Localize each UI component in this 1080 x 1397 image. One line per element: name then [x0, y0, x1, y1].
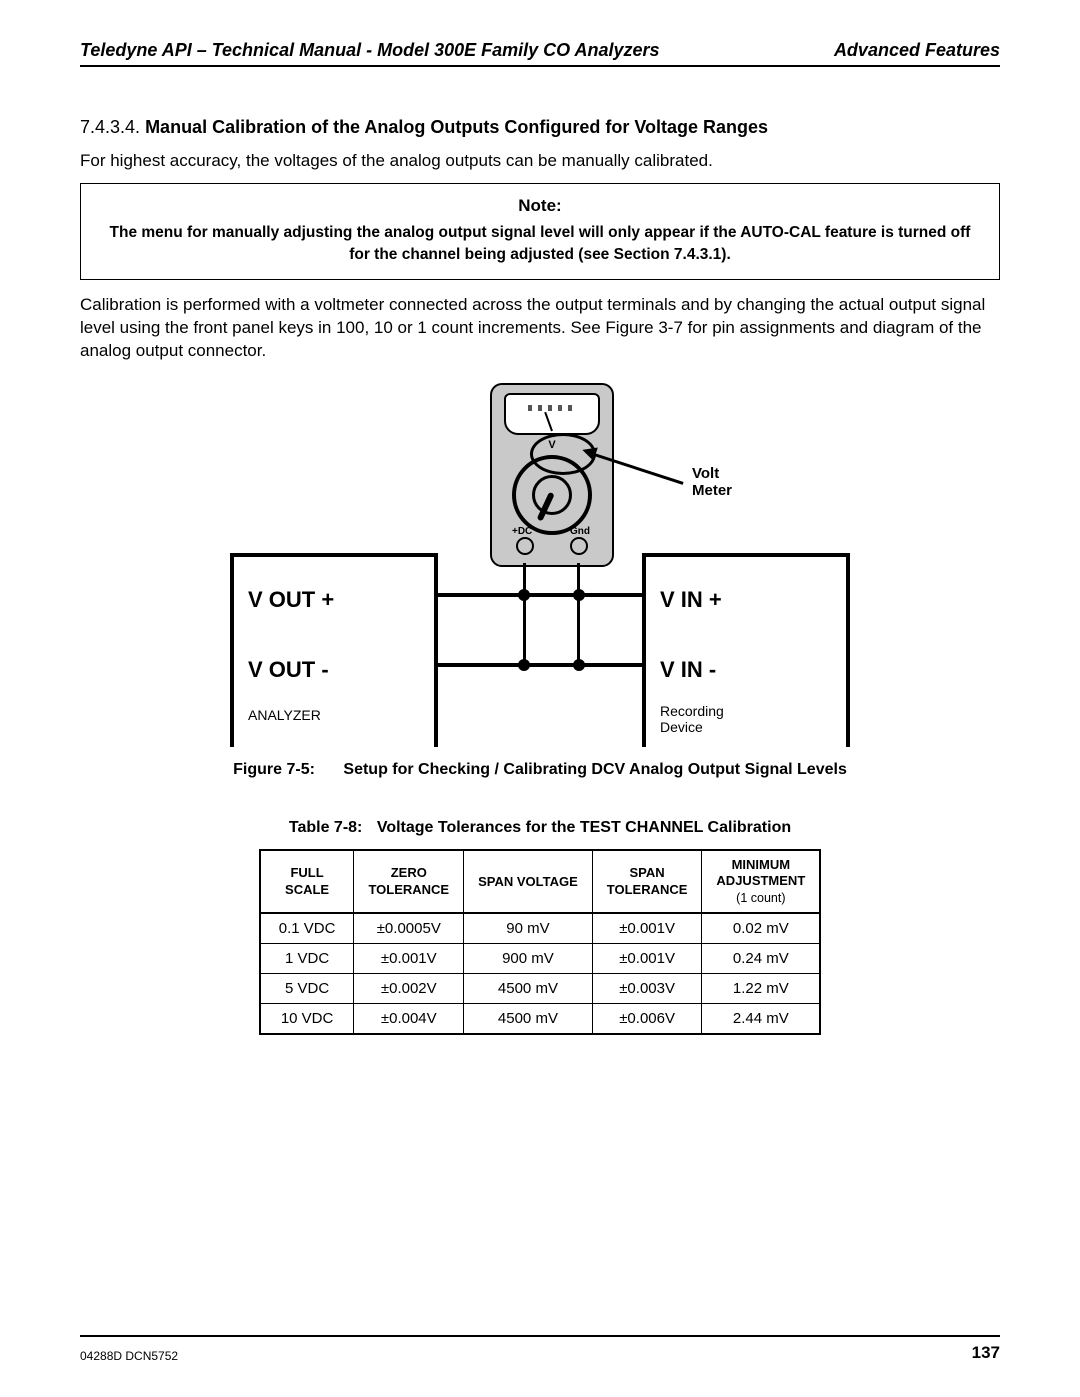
analyzer-box: V OUT + V OUT - ANALYZER: [230, 553, 438, 747]
table-row: 5 VDC±0.002V4500 mV±0.003V1.22 mV: [260, 974, 821, 1004]
analyzer-label: ANALYZER: [248, 707, 321, 723]
voltmeter-port-dc: [516, 537, 534, 555]
junction-dot: [573, 589, 585, 601]
table-row: 0.1 VDC±0.0005V90 mV±0.001V0.02 mV: [260, 913, 821, 944]
note-text: The menu for manually adjusting the anal…: [99, 222, 981, 265]
table-cell: ±0.002V: [354, 974, 464, 1004]
table-cell: 90 mV: [464, 913, 593, 944]
note-title: Note:: [99, 196, 981, 216]
table-header-row: FULLSCALEZEROTOLERANCESPAN VOLTAGESPANTO…: [260, 850, 821, 913]
voltmeter-port-gnd: [570, 537, 588, 555]
table-number: Table 7-8:: [289, 819, 363, 837]
table-cell: 4500 mV: [464, 974, 593, 1004]
junction-dot: [518, 589, 530, 601]
wire-top: [434, 593, 646, 597]
voltmeter: V +DC Gnd: [490, 383, 614, 567]
vout-minus-label: V OUT -: [248, 657, 329, 683]
footer-page-number: 137: [972, 1343, 1000, 1363]
table-row: 1 VDC±0.001V900 mV±0.001V0.24 mV: [260, 944, 821, 974]
body-paragraph-2: Calibration is performed with a voltmete…: [80, 294, 1000, 363]
footer-docid: 04288D DCN5752: [80, 1349, 178, 1363]
table-caption: Table 7-8: Voltage Tolerances for the TE…: [80, 819, 1000, 837]
table-cell: ±0.004V: [354, 1004, 464, 1035]
table-cell: 0.1 VDC: [260, 913, 354, 944]
vin-plus-label: V IN +: [660, 587, 722, 613]
table-cell: 5 VDC: [260, 974, 354, 1004]
recorder-label-2: Device: [660, 719, 703, 735]
table-header-cell: FULLSCALE: [260, 850, 354, 913]
table-cell: ±0.001V: [592, 944, 702, 974]
page-footer: 04288D DCN5752 137: [80, 1335, 1000, 1363]
table-cell: 900 mV: [464, 944, 593, 974]
table-row: 10 VDC±0.004V4500 mV±0.006V2.44 mV: [260, 1004, 821, 1035]
lead-dc: [523, 563, 526, 667]
table-cell: 2.44 mV: [702, 1004, 820, 1035]
callout-line2: Meter: [692, 482, 732, 499]
page: Teledyne API – Technical Manual - Model …: [0, 0, 1080, 1397]
tolerance-table: FULLSCALEZEROTOLERANCESPAN VOLTAGESPANTO…: [259, 849, 822, 1035]
wire-bottom: [434, 663, 646, 667]
voltmeter-gnd-label: Gnd: [570, 526, 590, 537]
table-title: Voltage Tolerances for the TEST CHANNEL …: [377, 819, 791, 836]
table-cell: ±0.0005V: [354, 913, 464, 944]
figure-caption: Figure 7-5: Setup for Checking / Calibra…: [80, 761, 1000, 779]
table-header-cell: MINIMUMADJUSTMENT(1 count): [702, 850, 820, 913]
table-cell: 10 VDC: [260, 1004, 354, 1035]
recorder-label-1: Recording: [660, 703, 724, 719]
table-cell: ±0.001V: [592, 913, 702, 944]
lead-gnd: [577, 563, 580, 667]
note-box: Note: The menu for manually adjusting th…: [80, 183, 1000, 280]
header-right: Advanced Features: [834, 40, 1000, 61]
table-cell: 1 VDC: [260, 944, 354, 974]
table-cell: 4500 mV: [464, 1004, 593, 1035]
vout-plus-label: V OUT +: [248, 587, 334, 613]
page-header: Teledyne API – Technical Manual - Model …: [80, 40, 1000, 67]
voltmeter-dc-label: +DC: [512, 526, 532, 537]
figure-number: Figure 7-5:: [233, 761, 315, 779]
table-cell: ±0.006V: [592, 1004, 702, 1035]
intro-paragraph: For highest accuracy, the voltages of th…: [80, 150, 1000, 173]
junction-dot: [518, 659, 530, 671]
vin-minus-label: V IN -: [660, 657, 716, 683]
section-title-text: Manual Calibration of the Analog Outputs…: [145, 117, 768, 137]
table-cell: ±0.003V: [592, 974, 702, 1004]
table-cell: 1.22 mV: [702, 974, 820, 1004]
section-number: 7.4.3.4.: [80, 117, 140, 137]
table-body: 0.1 VDC±0.0005V90 mV±0.001V0.02 mV1 VDC±…: [260, 913, 821, 1034]
junction-dot: [573, 659, 585, 671]
callout-line1: Volt: [692, 465, 719, 482]
voltmeter-display: [504, 393, 600, 435]
table-header-cell: SPANTOLERANCE: [592, 850, 702, 913]
table-cell: 0.02 mV: [702, 913, 820, 944]
table-cell: ±0.001V: [354, 944, 464, 974]
recorder-box: V IN + V IN - Recording Device: [642, 553, 850, 747]
table-cell: 0.24 mV: [702, 944, 820, 974]
diagram: V +DC Gnd Volt Meter V OUT + V OUT - ANA…: [230, 383, 850, 743]
table-header-cell: ZEROTOLERANCE: [354, 850, 464, 913]
section-heading: 7.4.3.4. Manual Calibration of the Analo…: [80, 117, 1000, 138]
figure-title: Setup for Checking / Calibrating DCV Ana…: [343, 761, 846, 778]
header-left: Teledyne API – Technical Manual - Model …: [80, 40, 660, 61]
callout-text: Volt Meter: [692, 465, 732, 500]
table-header-cell: SPAN VOLTAGE: [464, 850, 593, 913]
